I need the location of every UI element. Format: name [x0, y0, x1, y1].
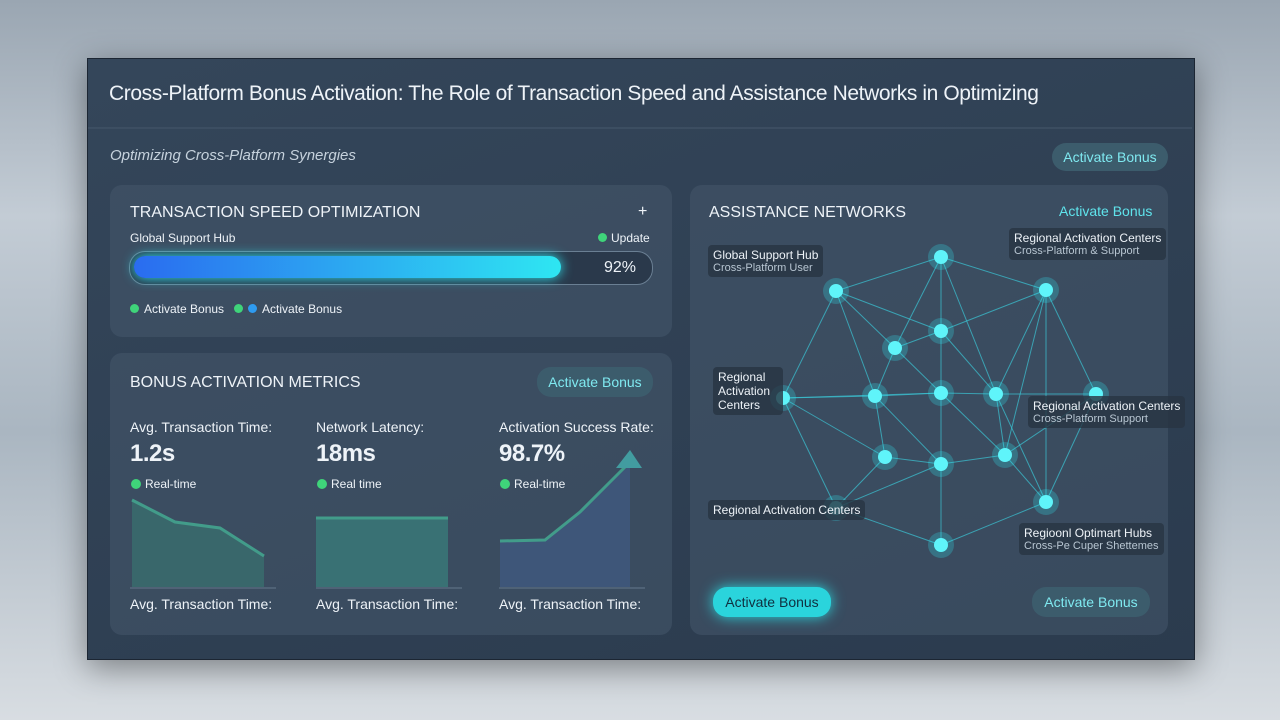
node-label-title: Regional Activation Centers [1033, 399, 1181, 413]
edge [782, 397, 886, 458]
status-dot [500, 479, 510, 489]
node-label-title: Regional Activation Centers [718, 370, 771, 412]
metrics-button[interactable]: Activate Bonus [537, 367, 653, 397]
network-link[interactable]: Activate Bonus [1059, 203, 1153, 219]
legend-dot [234, 304, 244, 313]
edge [940, 501, 1047, 546]
edge [874, 395, 886, 458]
metric-value: 98.7% [499, 440, 565, 467]
legend-dot [248, 304, 258, 313]
edge [884, 456, 942, 465]
node-label-sub: Cross-Platform & Support [1014, 245, 1140, 257]
edge [894, 347, 942, 394]
metric-value: 18ms [316, 440, 376, 467]
node [934, 538, 948, 552]
metric-label: Avg. Transaction Time: [130, 419, 273, 435]
status-dot [317, 479, 327, 489]
metric-footer: Avg. Transaction Time: [499, 596, 642, 612]
edge [995, 393, 1006, 456]
hub-label: Global Support Hub [130, 231, 236, 245]
metrics-card [110, 353, 672, 635]
node [934, 457, 948, 471]
legend-dot [130, 304, 139, 313]
node [878, 450, 892, 464]
node [829, 284, 843, 298]
node-label: Regional Activation Centers [708, 500, 866, 520]
node [868, 389, 882, 403]
status-dot [598, 233, 607, 242]
card-title: BONUS ACTIVATION METRICS [130, 374, 361, 391]
node [1039, 283, 1053, 297]
node [888, 341, 902, 355]
node [934, 324, 948, 338]
metric-footer: Avg. Transaction Time: [316, 596, 459, 612]
node-label-title: Regional Activation Centers [1014, 231, 1162, 245]
node [934, 386, 948, 400]
metric-label: Activation Success Rate: [499, 419, 654, 435]
edge [1004, 289, 1047, 456]
primary-button[interactable]: Activate Bonus [713, 587, 831, 617]
node-label: Regional Activation Centers Cross-Platfor… [1028, 396, 1186, 428]
node-label: Regional Activation Centers [713, 367, 783, 415]
node-label: Regional Activation Centers Cross-Platfor… [1009, 228, 1167, 260]
title: Cross-Platform Bonus Activation: The Rol… [109, 82, 1039, 105]
node-label: Regioonl Optimart Hubs Cross-Pe Cuper She… [1019, 523, 1164, 555]
edge [940, 454, 1006, 465]
legend-text: Activate Bonus [262, 302, 343, 316]
edge [782, 397, 837, 509]
metric-status: Real time [331, 477, 382, 491]
node [1039, 495, 1053, 509]
status-dot [131, 479, 141, 489]
node-label-title: Regional Activation Centers [713, 503, 861, 517]
metric-status: Real-time [145, 477, 197, 491]
status: Update [598, 231, 650, 245]
edge [995, 289, 1047, 395]
edge [835, 290, 942, 332]
edge [894, 330, 942, 349]
edge [835, 290, 876, 397]
legend: Activate Bonus Activate Bonus [130, 302, 342, 316]
node [934, 250, 948, 264]
edge [874, 395, 942, 465]
edge [940, 392, 997, 395]
edge [940, 392, 1006, 456]
progress-fill [134, 256, 561, 278]
legend-text: Activate Bonus [144, 302, 225, 316]
plus[interactable]: + [638, 203, 648, 220]
node-label-title: Regioonl Optimart Hubs [1024, 526, 1153, 540]
edge [782, 290, 837, 399]
edge [782, 392, 942, 399]
edge [874, 347, 896, 397]
node [998, 448, 1012, 462]
node-label-sub: Cross-Platform User [713, 262, 813, 274]
node-label-title: Global Support Hub [713, 248, 819, 262]
edge [1045, 289, 1097, 395]
metric-value: 1.2s [130, 440, 175, 467]
header-button[interactable]: Activate Bonus [1052, 143, 1168, 171]
edge [835, 290, 896, 349]
node-label-sub: Cross-Pe Cuper Shettemes [1024, 540, 1159, 552]
edge [940, 330, 997, 395]
edge [995, 393, 1047, 503]
metric-footer: Avg. Transaction Time: [130, 596, 273, 612]
edge [835, 456, 886, 509]
edge [940, 289, 1047, 332]
metric-label: Network Latency: [316, 419, 425, 435]
node [989, 387, 1003, 401]
status-text: Update [611, 231, 650, 245]
secondary-button[interactable]: Activate Bonus [1032, 587, 1150, 617]
card-title: ASSISTANCE NETWORKS [709, 204, 907, 221]
metric-status: Real-time [514, 477, 566, 491]
card-title: TRANSACTION SPEED OPTIMIZATION [130, 204, 421, 221]
node-label-sub: Cross-Platform Support [1033, 413, 1148, 425]
edge [894, 256, 942, 349]
edge [835, 256, 942, 292]
subtitle: Optimizing Cross-Platform Synergies [110, 147, 356, 164]
edge [940, 256, 1047, 291]
node-label: Global Support Hub Cross-Platform User [708, 245, 824, 277]
edge [940, 256, 997, 395]
edge [1004, 454, 1047, 503]
progress-label: 92% [604, 259, 637, 276]
